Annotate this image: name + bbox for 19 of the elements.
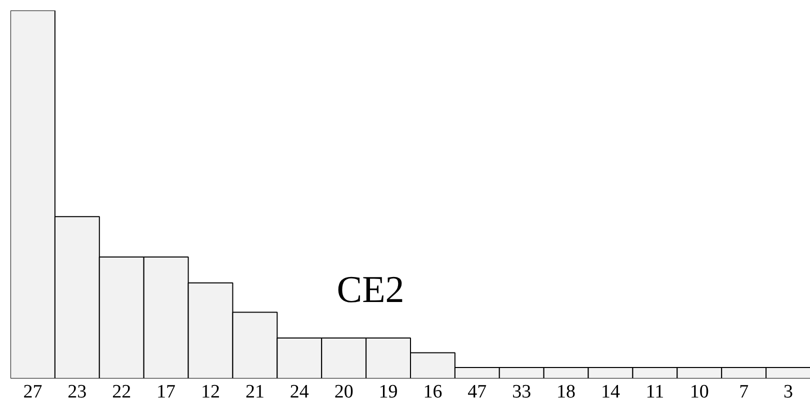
x-tick-label: 23 <box>68 382 87 402</box>
x-tick-label: 22 <box>112 382 132 402</box>
x-tick-label: 33 <box>512 382 532 402</box>
x-tick-label: 7 <box>739 382 749 402</box>
x-tick-label: 12 <box>201 382 220 402</box>
x-tick-label: 17 <box>156 382 176 402</box>
x-tick-label: 19 <box>378 382 398 402</box>
x-tick-label: 3 <box>784 382 794 402</box>
x-tick-label: 16 <box>423 382 442 402</box>
x-tick-label: 24 <box>290 382 310 402</box>
x-tick-label: 11 <box>646 382 664 402</box>
x-tick-label: 21 <box>245 382 264 402</box>
x-tick-label: 27 <box>23 382 42 402</box>
text: CE2 <box>336 269 404 312</box>
x-tick-label: 20 <box>334 382 354 402</box>
x-tick-label: 47 <box>468 382 487 402</box>
x-tick-label: 14 <box>601 382 620 402</box>
x-tick-label: 18 <box>556 382 576 402</box>
x-tick-label: 10 <box>690 382 709 402</box>
